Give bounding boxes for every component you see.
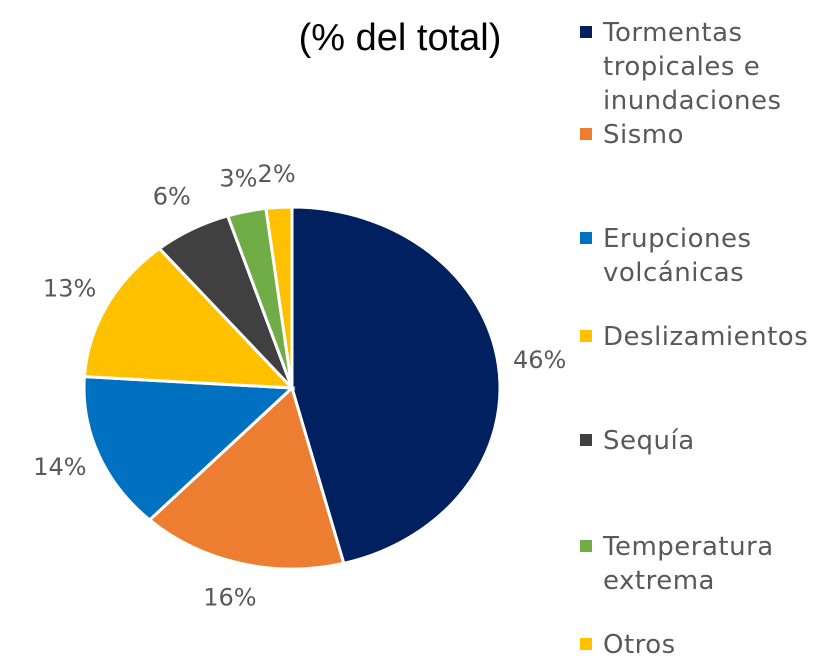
legend-label: Temperatura extrema [603,532,774,596]
legend-item: Temperatura extrema [580,530,825,598]
legend-item: Erupciones volcánicas [580,222,825,290]
chart-title: (% del total) [299,17,502,59]
legend-label: Deslizamientos [603,322,809,352]
legend-swatch [580,26,592,38]
pie-slice [147,385,346,571]
legend-item: Otros [580,628,825,662]
data-label: 14% [33,453,86,481]
legend-item: Deslizamientos [580,320,825,354]
data-label: 13% [43,274,96,302]
data-label: 6% [153,183,191,211]
legend-swatch [580,232,592,244]
legend-swatch [580,128,592,140]
pie-slice [82,246,296,390]
legend-item: Sequía [580,424,825,458]
legend-swatch [580,330,592,342]
pie-slice [264,205,294,389]
data-label: 16% [203,583,256,611]
legend-swatch [580,638,592,650]
legend-label: Tormentas tropicales e inundaciones [603,18,782,116]
legend-item: Sismo [580,118,825,152]
legend-label: Erupciones volcánicas [603,224,752,288]
legend-label: Sequía [603,426,695,456]
data-label: 46% [513,346,566,374]
legend-swatch [580,434,592,446]
legend-item: Tormentas tropicales e inundaciones [580,16,825,118]
legend-label: Sismo [603,120,685,150]
pie-slice [82,375,296,522]
legend-label: Otros [603,630,676,660]
pie-slice [290,205,502,566]
data-label: 2% [258,160,296,188]
legend-swatch [580,540,592,552]
data-label: 3% [219,165,257,193]
